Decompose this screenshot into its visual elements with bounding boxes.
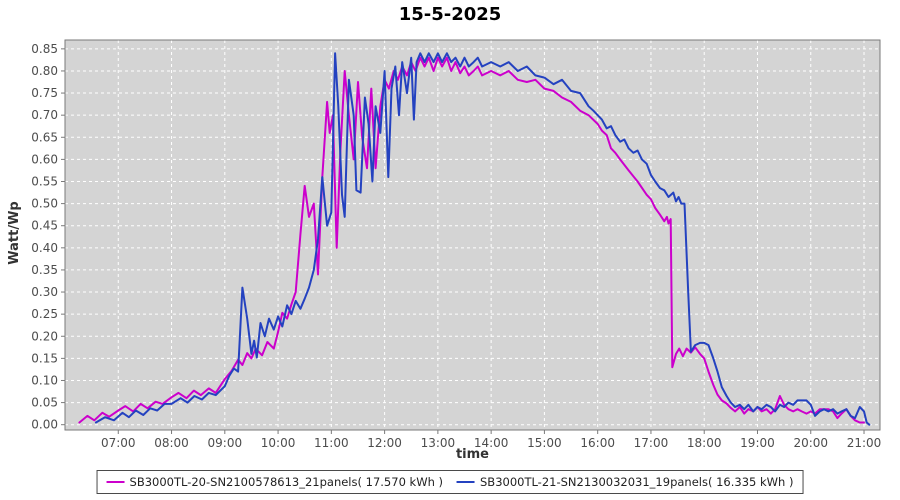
series-line-2 [94,52,871,426]
y-tick-label: 0.50 [31,197,58,211]
x-tick-label: 21:00 [847,436,882,450]
series-1-line-swatch-icon [106,481,125,483]
x-tick-label: 13:00 [421,436,456,450]
y-tick-label: 0.65 [31,130,58,144]
x-tick-label: 17:00 [634,436,669,450]
x-tick-label: 12:00 [367,436,402,450]
legend-entry-series-1: SB3000TL-20-SN2100578613_21panels( 17.57… [106,475,443,489]
x-tick-label: 18:00 [687,436,722,450]
series-2-line-swatch-icon [457,481,475,483]
y-axis-label: Watt/Wp [7,201,22,265]
y-tick-label: 0.05 [31,396,58,410]
y-tick-label: 0.70 [31,108,58,122]
y-tick-label: 0.10 [31,373,58,387]
x-tick-label: 07:00 [101,436,136,450]
x-tick-label: 08:00 [154,436,189,450]
plot-background [65,40,880,430]
y-tick-label: 0.75 [31,86,58,100]
x-axis-label: time [455,447,490,462]
y-tick-label: 0.25 [31,307,58,321]
x-tick-label: 11:00 [314,436,349,450]
chart-title: 15-5-2025 [398,4,502,25]
y-tick-label: 0.30 [31,285,58,299]
chart-legend: SB3000TL-20-SN2100578613_21panels( 17.57… [96,470,804,494]
y-tick-label: 0.00 [31,418,58,432]
y-tick-label: 0.80 [31,64,58,78]
x-tick-label: 10:00 [261,436,296,450]
plot-border [64,39,881,431]
y-tick-label: 0.45 [31,219,58,233]
y-tick-label: 0.20 [31,329,58,343]
x-tick-label: 16:00 [580,436,615,450]
x-tick-label: 19:00 [740,436,775,450]
y-tick-label: 0.40 [31,241,58,255]
x-tick-label: 20:00 [793,436,828,450]
x-tick-label: 09:00 [208,436,243,450]
x-tick-label: 15:00 [527,436,562,450]
x-tick-label: 14:00 [474,436,509,450]
legend-label-series-2: SB3000TL-21-SN2130032031_19panels( 16.33… [480,475,794,489]
y-tick-label: 0.15 [31,351,58,365]
y-tick-label: 0.60 [31,152,58,166]
y-tick-label: 0.35 [31,263,58,277]
chart-plot: 0.00 0.05 0.10 0.15 0.20 0.25 0.30 0.35 0.40 0.45… [31,39,882,450]
legend-label-series-1: SB3000TL-20-SN2100578613_21panels( 17.57… [129,475,443,489]
series-line-1 [78,56,865,424]
y-tick-label: 0.55 [31,174,58,188]
legend-entry-series-2: SB3000TL-21-SN2130032031_19panels( 16.33… [457,475,793,489]
y-tick-label: 0.85 [31,42,58,56]
